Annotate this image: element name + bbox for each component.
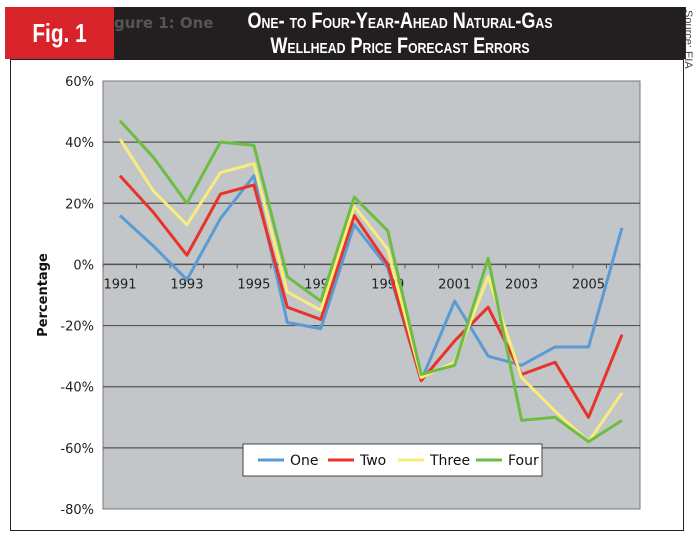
y-tick-label: -20% (60, 320, 94, 335)
series-line-four (118, 119, 623, 444)
chart-title: One- to Four-Year-Ahead Natural-Gas Wellh… (165, 8, 634, 58)
series-line-three (118, 138, 624, 444)
x-tick-label: 2003 (505, 277, 538, 292)
y-tick-label: -80% (60, 503, 94, 518)
legend-label-two: Two (359, 453, 386, 469)
title-line-2: Wellhead Price Forecast Errors (270, 33, 530, 58)
legend-label-three: Three (429, 453, 470, 469)
title-banner (114, 7, 686, 59)
title-line-1: One- to Four-Year-Ahead Natural-Gas (247, 8, 553, 33)
y-axis-label: Percentage (36, 253, 51, 337)
figure-label-background (5, 7, 114, 59)
series-line-two (118, 174, 624, 419)
y-tick-label: 0% (73, 258, 94, 273)
y-tick-label: 60% (65, 75, 94, 90)
x-tick-label: 1993 (170, 277, 203, 292)
legend-label-four: Four (508, 453, 539, 469)
chart-frame (10, 59, 684, 531)
y-tick-label: 40% (65, 136, 94, 151)
legend-label-one: One (290, 453, 319, 469)
plot-area (102, 80, 641, 510)
y-tick-label: 20% (65, 197, 94, 212)
x-tick-label: 1995 (237, 277, 270, 292)
figure-label: Fig. 1 (32, 18, 87, 48)
x-tick-label: 2005 (572, 277, 605, 292)
x-tick-label: 2001 (438, 277, 471, 292)
x-tick-label: 1991 (103, 277, 136, 292)
series-line-one (118, 174, 624, 383)
y-tick-label: -40% (60, 381, 94, 396)
source-note: Source: EIA (682, 10, 694, 69)
ghost-title-text: gure 1: One (114, 14, 214, 32)
y-tick-label: -60% (60, 442, 94, 457)
